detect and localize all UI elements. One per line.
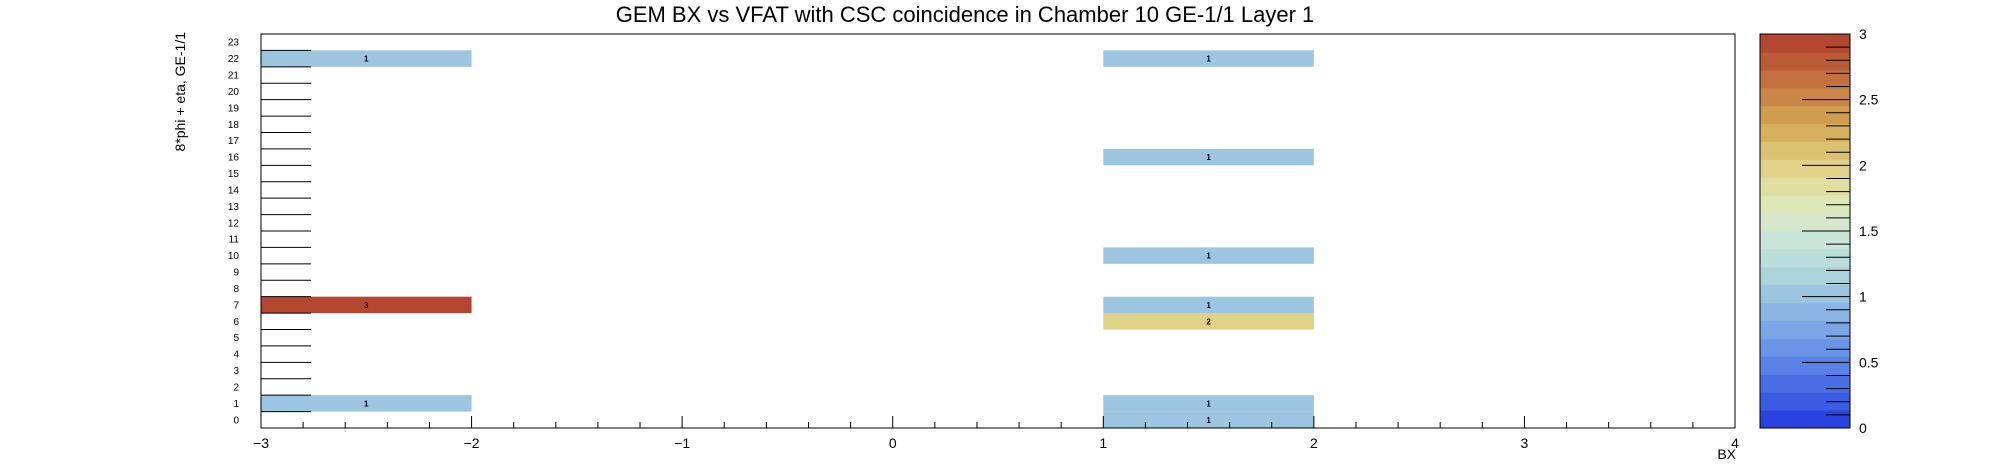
color-scale-band	[1760, 123, 1850, 142]
color-scale-label: 1	[1859, 289, 1867, 305]
y-tick-label: 2	[233, 382, 239, 393]
x-tick-label: 0	[889, 435, 897, 451]
color-scale-band	[1760, 195, 1850, 214]
y-tick-label: 14	[228, 185, 240, 196]
y-tick-label: 12	[228, 218, 240, 229]
x-tick-label: 1	[1099, 435, 1107, 451]
y-tick-label: 17	[228, 136, 240, 147]
cell-value-label: 1	[364, 399, 369, 408]
color-scale-label: 2	[1859, 157, 1867, 173]
heatmap-cell	[1103, 395, 1314, 412]
color-scale-label: 2.5	[1859, 92, 1879, 108]
y-tick-label: 21	[228, 71, 240, 82]
x-tick-label: −1	[674, 435, 690, 451]
y-tick-label: 13	[228, 202, 240, 213]
color-scale-band	[1760, 302, 1850, 322]
cell-value-label: 1	[1206, 55, 1211, 64]
x-axis-label: BX	[1717, 446, 1736, 462]
y-tick-label: 18	[228, 120, 240, 131]
heatmap-cell	[261, 50, 472, 67]
plot-frame	[260, 33, 1736, 429]
y-tick-label: 16	[228, 153, 240, 164]
color-scale-label: 1.5	[1859, 223, 1879, 239]
color-scale-band	[1760, 177, 1850, 196]
color-scale-band	[1760, 248, 1850, 268]
y-tick-label: 11	[229, 235, 240, 246]
x-tick-label: −2	[464, 435, 480, 451]
y-tick-label: 3	[233, 366, 239, 377]
heatmap-cell	[1103, 148, 1314, 166]
heatmap-cell	[1103, 50, 1314, 67]
color-scale-band	[1760, 356, 1850, 375]
cell-value-label: 1	[1206, 416, 1211, 425]
color-scale-band	[1760, 34, 1850, 53]
color-scale-band	[1760, 69, 1850, 89]
color-scale-band	[1760, 284, 1850, 304]
y-tick-label: 20	[228, 87, 240, 98]
y-tick-label: 7	[233, 300, 239, 311]
y-tick-label: 10	[228, 251, 240, 262]
color-scale-label: 3	[1859, 26, 1867, 42]
cell-value-label: 2	[1206, 317, 1211, 326]
cell-value-label: 1	[1206, 399, 1211, 408]
color-scale-band	[1760, 141, 1850, 160]
heatmap-cell	[1103, 313, 1314, 330]
chart-title: GEM BX vs VFAT with CSC coincidence in C…	[616, 2, 1315, 27]
color-scale-band	[1760, 105, 1850, 125]
y-tick-marks	[261, 33, 311, 429]
color-scale-band	[1760, 266, 1850, 286]
color-scale-band	[1760, 159, 1850, 178]
cell-value-label: 1	[364, 55, 369, 64]
y-tick-label: 4	[233, 350, 239, 361]
cell-value-label: 1	[1206, 153, 1211, 162]
color-scale-bar: 0 0.5 1 1.5 2 2.5 3	[1759, 26, 1879, 436]
y-tick-label: 1	[233, 399, 239, 410]
color-scale-label: 0.5	[1859, 354, 1879, 370]
heatmap-cell	[1103, 411, 1314, 428]
cell-value-label: 1	[1206, 301, 1211, 310]
x-tick-label: 4	[1731, 435, 1739, 451]
y-tick-label: 9	[233, 268, 239, 279]
y-tick-label: 8	[233, 284, 239, 295]
color-scale-band	[1760, 51, 1850, 71]
y-axis-label: 8*phi + eta, GE-1/1	[172, 32, 188, 152]
x-tick-label: −3	[253, 435, 269, 451]
heatmap-cell	[1103, 296, 1314, 314]
color-scale-band	[1760, 213, 1850, 232]
color-scale-band	[1760, 338, 1850, 357]
x-axis: −3 −2 −1 0 1 2 3 4	[253, 416, 1739, 451]
y-tick-label: 23	[228, 38, 240, 49]
heatmap-cell	[261, 296, 472, 314]
color-scale-band	[1760, 231, 1850, 250]
y-tick-label: 0	[233, 415, 239, 426]
heatmap-cells: 1 3 1 1 1 2 1 1 1 1	[261, 50, 1314, 428]
x-tick-label: 2	[1310, 435, 1318, 451]
y-tick-label: 6	[233, 317, 239, 328]
cell-value-label: 3	[364, 301, 369, 310]
y-tick-label: 22	[228, 54, 240, 65]
y-tick-label: 19	[228, 103, 240, 114]
y-tick-label: 15	[228, 169, 240, 180]
cell-value-label: 1	[1206, 252, 1211, 261]
color-scale-band	[1760, 374, 1850, 393]
color-scale-band	[1760, 392, 1850, 411]
color-scale-band	[1760, 410, 1850, 429]
color-scale-band	[1760, 320, 1850, 339]
x-tick-label: 3	[1521, 435, 1529, 451]
y-tick-label: 5	[233, 333, 239, 344]
color-scale-band	[1760, 87, 1850, 107]
heatmap-cell	[261, 395, 472, 412]
heatmap-cell	[1103, 247, 1314, 264]
color-scale-label: 0	[1859, 420, 1867, 436]
